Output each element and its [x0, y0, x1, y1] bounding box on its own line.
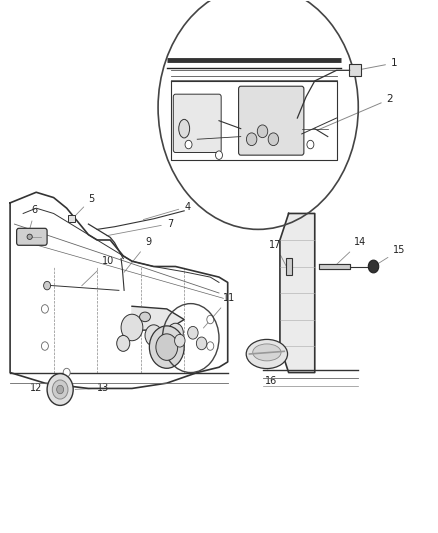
- Polygon shape: [132, 306, 184, 330]
- Text: 5: 5: [74, 194, 95, 217]
- Circle shape: [145, 325, 162, 346]
- Circle shape: [117, 335, 130, 351]
- Ellipse shape: [246, 340, 288, 368]
- Circle shape: [156, 334, 178, 360]
- Circle shape: [42, 305, 48, 313]
- FancyBboxPatch shape: [17, 228, 47, 245]
- Circle shape: [187, 326, 198, 339]
- Circle shape: [368, 260, 379, 273]
- Text: 15: 15: [376, 245, 406, 265]
- FancyBboxPatch shape: [68, 215, 74, 222]
- Circle shape: [207, 316, 214, 324]
- Circle shape: [185, 140, 192, 149]
- Polygon shape: [319, 264, 350, 269]
- FancyBboxPatch shape: [173, 94, 221, 152]
- Text: 10: 10: [82, 256, 114, 286]
- Text: 17: 17: [269, 240, 286, 266]
- Text: 1: 1: [359, 58, 398, 70]
- Text: 7: 7: [106, 219, 173, 236]
- Ellipse shape: [179, 119, 190, 138]
- Circle shape: [52, 380, 68, 399]
- Circle shape: [207, 342, 214, 350]
- Circle shape: [42, 342, 48, 350]
- Circle shape: [307, 140, 314, 149]
- Circle shape: [168, 323, 184, 342]
- Ellipse shape: [27, 234, 32, 239]
- Circle shape: [154, 333, 180, 365]
- Text: 11: 11: [203, 293, 236, 328]
- Text: 12: 12: [30, 383, 48, 393]
- FancyBboxPatch shape: [239, 86, 304, 155]
- Circle shape: [247, 133, 257, 146]
- Ellipse shape: [253, 344, 281, 361]
- FancyBboxPatch shape: [349, 64, 361, 76]
- Circle shape: [268, 133, 279, 146]
- Ellipse shape: [140, 312, 150, 321]
- Circle shape: [57, 385, 64, 394]
- FancyBboxPatch shape: [286, 258, 292, 275]
- Text: 2: 2: [317, 94, 393, 130]
- Text: 9: 9: [124, 237, 151, 272]
- Circle shape: [121, 314, 143, 341]
- Text: 14: 14: [336, 237, 366, 264]
- Circle shape: [257, 125, 268, 138]
- Circle shape: [44, 281, 50, 290]
- Circle shape: [215, 151, 223, 159]
- Circle shape: [149, 326, 184, 368]
- Text: 4: 4: [143, 202, 190, 220]
- Text: 16: 16: [265, 370, 277, 386]
- Circle shape: [196, 337, 207, 350]
- Circle shape: [175, 334, 185, 347]
- Text: 13: 13: [75, 383, 110, 393]
- Circle shape: [47, 374, 73, 406]
- Circle shape: [63, 368, 70, 377]
- Polygon shape: [280, 214, 315, 373]
- Text: 6: 6: [28, 206, 38, 234]
